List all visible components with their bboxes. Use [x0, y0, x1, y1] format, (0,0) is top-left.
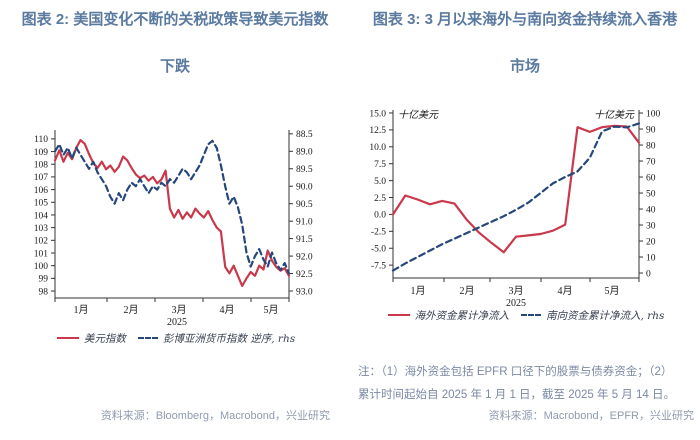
fig3-legend-label-overseas: 海外资金累计净流入 — [414, 310, 510, 322]
svg-text:1月: 1月 — [74, 304, 89, 316]
svg-text:99: 99 — [39, 275, 49, 285]
figure-hk-capital-flows: 图表 3: 3 月以来海外与南向资金持续流入香港 市场 15.0 12.5 10.0… — [350, 0, 700, 440]
svg-text:-7.5: -7.5 — [371, 261, 386, 271]
svg-text:2月: 2月 — [460, 285, 475, 297]
fig3-note-line1: 注：（1）海外资金包括 EPFR 口径下的股票与债券资金；（2） — [358, 366, 673, 378]
svg-text:91.5: 91.5 — [296, 235, 313, 245]
svg-text:110: 110 — [34, 135, 48, 145]
svg-text:90.0: 90.0 — [296, 183, 313, 193]
svg-text:109: 109 — [34, 148, 49, 158]
fig2-legend: 美元指数 彭博亚洲货币指数 逆序, rhs — [0, 331, 350, 346]
svg-text:0: 0 — [646, 269, 651, 279]
svg-text:5月: 5月 — [264, 304, 279, 316]
svg-text:108: 108 — [34, 161, 49, 171]
svg-text:100: 100 — [34, 262, 49, 272]
svg-text:101: 101 — [34, 249, 49, 259]
fig3-legend: 海外资金累计净流入 南向资金累计净流入, rhs — [350, 308, 700, 323]
fig2-legend-label-usd-index: 美元指数 — [83, 333, 126, 345]
svg-text:3月: 3月 — [172, 304, 187, 316]
fig3-note-line2: 累计时间起始自 2025 年 1 月 1 日，截至 2025 年 5 月 14 … — [358, 389, 675, 401]
fig3-source: 资料来源：Macrobond，EPFR，兴业研究 — [488, 410, 694, 422]
svg-text:89.5: 89.5 — [296, 165, 313, 175]
svg-text:30: 30 — [646, 221, 656, 231]
svg-text:92.0: 92.0 — [296, 252, 313, 262]
svg-text:3月: 3月 — [509, 285, 524, 297]
svg-text:98: 98 — [39, 287, 49, 297]
svg-text:2月: 2月 — [124, 304, 139, 316]
fig2-title-line2: 下跌 — [159, 58, 190, 75]
fig2-source: 资料来源：Bloomberg，Macrobond，兴业研究 — [100, 410, 330, 422]
fig2-title-line1: 图表 2: 美国变化不断的关税政策导致美元指数 — [21, 11, 329, 28]
svg-text:103: 103 — [34, 224, 49, 234]
fig3-legend-dashed-line-swatch — [521, 314, 542, 316]
svg-text:4月: 4月 — [558, 285, 573, 297]
fig3-title-line1: 图表 3: 3 月以来海外与南向资金持续流入香港 — [372, 11, 678, 28]
svg-text:十亿美元: 十亿美元 — [594, 109, 635, 121]
fig2-legend-label-asia-currency: 彭博亚洲货币指数 逆序, rhs — [162, 333, 296, 345]
svg-text:20: 20 — [646, 237, 656, 247]
svg-text:92.5: 92.5 — [296, 270, 313, 280]
svg-text:105: 105 — [34, 199, 49, 209]
figure-usd-index: 图表 2: 美国变化不断的关税政策导致美元指数 下跌 110 109 108 107 1… — [0, 11, 350, 422]
svg-text:107: 107 — [34, 173, 49, 183]
svg-text:10.0: 10.0 — [369, 143, 386, 153]
svg-text:0.0: 0.0 — [374, 211, 386, 221]
fig2-legend-dashed-line-swatch — [137, 337, 158, 339]
svg-text:5.0: 5.0 — [374, 177, 386, 187]
svg-text:89.0: 89.0 — [296, 148, 313, 158]
svg-text:2.5: 2.5 — [374, 194, 386, 204]
svg-text:7.5: 7.5 — [374, 160, 386, 170]
svg-text:80: 80 — [646, 141, 656, 151]
svg-text:十亿美元: 十亿美元 — [398, 109, 439, 121]
svg-text:102: 102 — [34, 237, 49, 247]
svg-text:1月: 1月 — [411, 285, 426, 297]
svg-text:90: 90 — [646, 125, 656, 135]
svg-text:-5.0: -5.0 — [371, 245, 386, 255]
svg-text:90.5: 90.5 — [296, 200, 313, 210]
svg-text:70: 70 — [646, 157, 656, 167]
svg-text:91.0: 91.0 — [296, 217, 313, 227]
svg-text:-2.5: -2.5 — [371, 228, 386, 238]
svg-text:12.5: 12.5 — [369, 126, 386, 136]
svg-text:50: 50 — [646, 189, 656, 199]
fig3-legend-label-southbound: 南向资金累计净流入, rhs — [546, 310, 665, 322]
capital-flows-chart: 15.012.510.07.55.02.50.0-2.5-5.0-7.51009… — [369, 109, 661, 308]
svg-text:104: 104 — [34, 211, 49, 221]
svg-text:4月: 4月 — [220, 304, 235, 316]
svg-text:15.0: 15.0 — [369, 109, 386, 119]
fig3-notes: 注：（1）海外资金包括 EPFR 口径下的股票与债券资金；（2） 累计时间起始自… — [358, 361, 698, 407]
svg-text:60: 60 — [646, 173, 656, 183]
svg-text:40: 40 — [646, 205, 656, 215]
svg-text:5月: 5月 — [605, 285, 620, 297]
fig3-legend-solid-line-swatch — [387, 314, 410, 316]
svg-text:2025: 2025 — [506, 298, 526, 308]
fig2-legend-solid-line-swatch — [56, 337, 79, 339]
svg-text:100: 100 — [646, 109, 661, 119]
svg-text:10: 10 — [646, 253, 656, 263]
svg-text:93.0: 93.0 — [296, 287, 313, 297]
usd-index-chart: 110 109 108 107 106 105 104 103 102 101 100 99 98 88.… — [34, 130, 313, 328]
fig3-title-line2: 市场 — [509, 58, 540, 75]
svg-text:106: 106 — [34, 186, 49, 196]
svg-text:88.5: 88.5 — [296, 130, 313, 140]
svg-text:2025: 2025 — [167, 317, 187, 328]
